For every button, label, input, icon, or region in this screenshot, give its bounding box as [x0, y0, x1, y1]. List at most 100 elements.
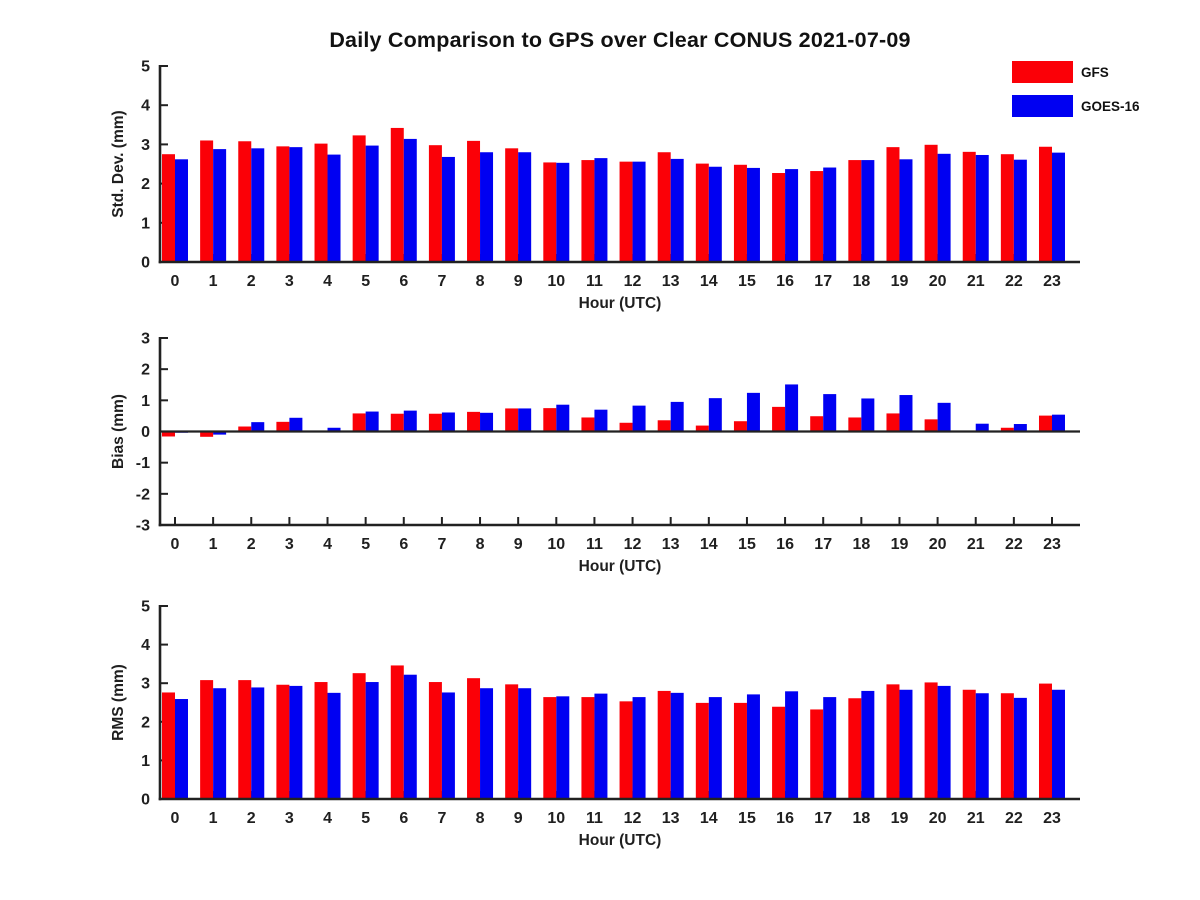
bar: [632, 405, 646, 432]
x-tick-label: 3: [285, 810, 294, 827]
x-tick-label: 8: [476, 536, 485, 553]
bar: [314, 682, 328, 799]
x-tick-label: 20: [929, 536, 947, 553]
x-tick-label: 21: [967, 273, 985, 290]
legend: GFS GOES-16: [1012, 61, 1140, 129]
x-tick-label: 8: [476, 273, 485, 290]
y-tick-label: -1: [136, 455, 150, 472]
bar: [975, 154, 989, 262]
y-tick-label: 5: [141, 599, 150, 616]
bar: [314, 143, 328, 262]
bar: [733, 164, 747, 262]
bar: [441, 156, 455, 262]
bar: [924, 419, 938, 432]
x-tick-label: 14: [700, 810, 718, 827]
bar: [518, 152, 532, 262]
goes16-color-swatch: [1012, 95, 1073, 117]
bar: [785, 384, 799, 432]
bar: [1000, 154, 1014, 262]
x-tick-label: 1: [209, 536, 218, 553]
legend-label-gfs: GFS: [1081, 64, 1109, 80]
x-tick-label: 0: [171, 810, 180, 827]
bar: [657, 420, 671, 432]
y-axis-label: RMS (mm): [110, 664, 127, 741]
x-tick-label: 10: [547, 273, 565, 290]
x-tick-label: 19: [891, 810, 909, 827]
bar: [581, 417, 595, 432]
bar: [365, 682, 379, 799]
bar: [556, 404, 570, 432]
y-tick-label: 2: [141, 362, 150, 379]
bar: [886, 684, 900, 799]
bar: [403, 674, 417, 799]
bar: [632, 161, 646, 262]
x-tick-label: 3: [285, 536, 294, 553]
x-tick-label: 21: [967, 536, 985, 553]
bar: [670, 692, 684, 799]
bar: [733, 702, 747, 799]
bar: [1051, 414, 1065, 432]
bar: [327, 154, 341, 262]
bar: [162, 431, 175, 437]
bar: [823, 167, 837, 262]
x-tick-label: 11: [586, 536, 603, 553]
legend-label-goes16: GOES-16: [1081, 98, 1140, 114]
bar: [975, 423, 989, 432]
bar: [886, 147, 900, 262]
y-tick-label: 3: [141, 331, 150, 348]
bar: [594, 409, 608, 432]
bar: [543, 408, 557, 432]
bar: [632, 697, 646, 799]
bar: [200, 140, 214, 262]
bar: [518, 688, 532, 799]
x-tick-label: 4: [323, 273, 332, 290]
x-tick-label: 20: [929, 810, 947, 827]
x-tick-label: 22: [1005, 536, 1023, 553]
bar: [619, 701, 633, 799]
x-tick-label: 22: [1005, 273, 1023, 290]
y-tick-label: 1: [141, 215, 150, 232]
bar: [899, 689, 913, 799]
bar: [581, 697, 595, 799]
x-tick-label: 9: [514, 810, 523, 827]
bar: [365, 411, 379, 432]
x-tick-label: 21: [967, 810, 985, 827]
x-tick-label: 11: [586, 273, 603, 290]
bar: [848, 417, 862, 432]
bar: [390, 127, 404, 262]
y-tick-label: 4: [141, 98, 150, 115]
bar: [785, 169, 799, 262]
bar: [746, 694, 760, 799]
bar: [708, 166, 722, 262]
bar: [352, 673, 366, 799]
bar: [772, 406, 786, 432]
x-axis-label: Hour (UTC): [579, 558, 662, 575]
x-tick-label: 0: [171, 536, 180, 553]
bar: [823, 394, 837, 432]
x-tick-label: 20: [929, 273, 947, 290]
bar: [810, 709, 824, 799]
bar: [657, 690, 671, 799]
bar: [276, 421, 290, 432]
x-tick-label: 16: [776, 536, 794, 553]
y-axis-label: Bias (mm): [110, 394, 127, 469]
bar: [505, 408, 519, 432]
bar: [1013, 159, 1027, 262]
x-tick-label: 6: [399, 810, 408, 827]
x-tick-label: 12: [624, 273, 642, 290]
x-tick-label: 22: [1005, 810, 1023, 827]
bar: [441, 692, 455, 799]
bar: [975, 693, 989, 799]
x-tick-label: 5: [361, 810, 370, 827]
bar: [441, 412, 455, 432]
bar: [924, 682, 938, 799]
bar: [403, 138, 417, 262]
bar: [746, 167, 760, 262]
bar: [238, 680, 252, 799]
bar: [289, 417, 303, 432]
bar: [251, 148, 265, 262]
x-tick-label: 18: [852, 810, 870, 827]
x-tick-label: 16: [776, 810, 794, 827]
